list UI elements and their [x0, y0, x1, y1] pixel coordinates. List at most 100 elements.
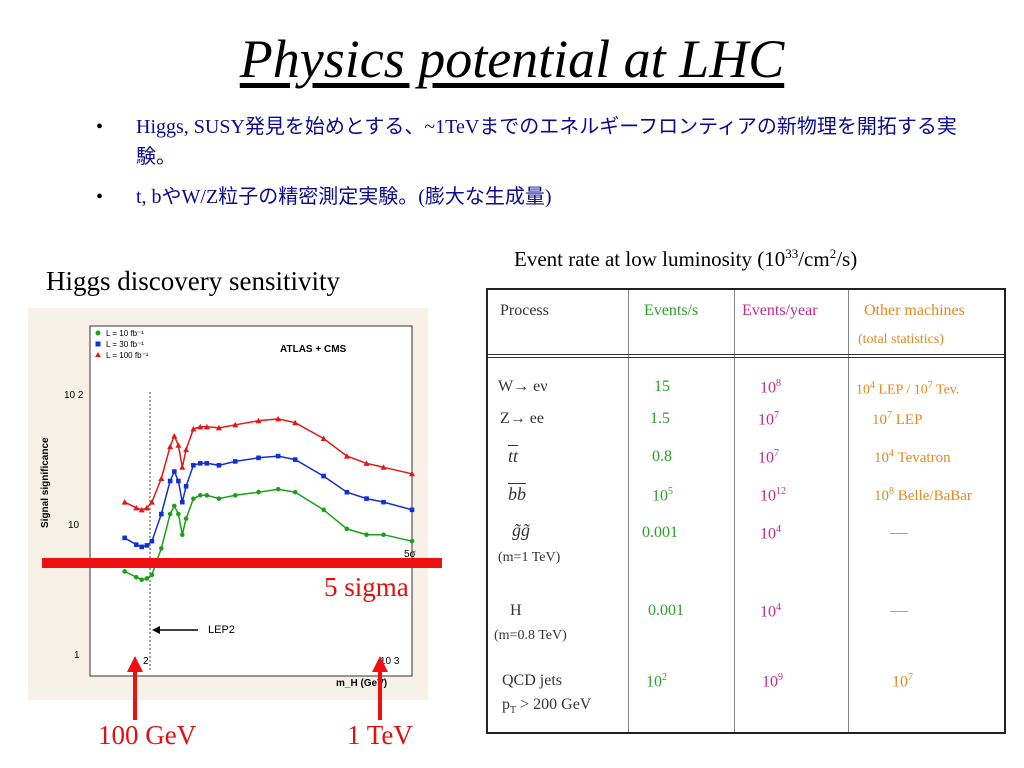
event-rate-text: Event rate at low luminosity (10 — [514, 247, 786, 271]
data-point — [292, 419, 299, 426]
data-point — [133, 542, 139, 547]
data-point — [203, 423, 210, 430]
data-point — [167, 511, 173, 517]
page-title: Physics potential at LHC — [239, 29, 785, 89]
row-process-qcd: QCD jets — [502, 672, 562, 689]
data-point — [176, 511, 181, 517]
data-point — [344, 526, 350, 532]
legend-marker-30fb — [95, 341, 101, 347]
row-process-z: Z→ ee — [500, 410, 544, 427]
row-process-tt: tt — [508, 446, 519, 466]
data-point — [232, 421, 239, 428]
series-layer — [121, 415, 415, 583]
row-events-y-h: 104 — [760, 602, 781, 621]
data-point — [139, 577, 144, 583]
row-events-s-z: 1.5 — [650, 410, 670, 427]
column-divider — [734, 290, 735, 732]
data-point — [138, 506, 145, 513]
row-events-y-qcd: 109 — [762, 672, 783, 691]
row-process-h: H — [510, 602, 522, 619]
five-sigma-small-label: 5σ — [404, 549, 417, 560]
higgs-significance-plot: Signal significance m_H (GeV) 10 2 10 1 … — [28, 308, 428, 700]
data-point — [133, 574, 139, 580]
data-point — [292, 457, 298, 462]
y-tick-label-100: 10 2 — [64, 390, 84, 401]
row-events-y-w: 108 — [760, 378, 781, 397]
data-point — [409, 507, 415, 513]
data-point — [167, 478, 173, 484]
data-point — [175, 442, 182, 448]
data-point — [122, 569, 127, 574]
data-point — [344, 489, 350, 495]
y-tick-label-1: 1 — [74, 650, 80, 661]
x-axis-label: m_H (GeV) — [336, 678, 387, 689]
header-events-per-year: Events/year — [742, 302, 818, 319]
data-point — [148, 499, 155, 505]
row-process-gluino-mass: (m=1 TeV) — [498, 550, 561, 565]
data-point — [143, 504, 150, 511]
column-divider — [628, 290, 629, 732]
row-other-gluino: — — [890, 522, 908, 542]
legend-marker-10fb — [95, 330, 101, 336]
data-point — [159, 546, 164, 551]
row-other-w: 104 LEP / 107 Tev. — [856, 380, 960, 398]
data-point — [179, 464, 186, 470]
data-point — [256, 489, 261, 495]
data-point — [255, 417, 262, 424]
bullet-item: • Higgs, SUSY発見を始めとする、~1TeVまでのエネルギーフロンティ… — [96, 112, 996, 172]
data-point — [197, 493, 203, 498]
event-rate-heading: Event rate at low luminosity (1033/cm2/s… — [514, 246, 857, 272]
data-point — [343, 453, 350, 459]
legend-marker-100fb — [95, 352, 101, 357]
data-point — [197, 461, 203, 466]
row-other-bb: 108 Belle/BaBar — [874, 486, 972, 504]
data-point — [216, 462, 222, 468]
x-tick-label-3: 10 3 — [380, 656, 400, 667]
plot-svg: Signal significance m_H (GeV) 10 2 10 1 … — [40, 325, 417, 689]
data-point — [159, 511, 164, 517]
event-rate-tail: /s) — [836, 247, 858, 271]
row-events-s-w: 15 — [654, 378, 670, 395]
data-point — [409, 538, 415, 544]
data-point — [320, 435, 327, 441]
header-process: Process — [500, 302, 549, 319]
legend-10fb: L = 10 fb⁻¹ — [106, 329, 144, 338]
row-process-h-mass: (m=0.8 TeV) — [494, 628, 567, 643]
y-tick-label-10: 10 — [68, 520, 80, 531]
data-point — [275, 486, 281, 492]
header-total-statistics: (total statistics) — [858, 332, 944, 347]
bullet-dot: • — [96, 116, 104, 138]
row-process-gluino: g̃g̃ — [512, 520, 530, 540]
data-point — [149, 538, 155, 544]
data-point — [171, 432, 178, 439]
data-point — [139, 544, 144, 550]
data-point — [409, 470, 415, 477]
event-rate-exp: 33 — [785, 246, 799, 261]
row-events-y-tt: 107 — [758, 448, 779, 467]
data-point — [133, 504, 140, 511]
data-point — [204, 461, 210, 466]
data-point — [363, 460, 370, 466]
row-events-y-z: 107 — [758, 410, 779, 429]
data-point — [216, 496, 222, 501]
lep2-label: LEP2 — [208, 624, 235, 636]
data-point — [179, 499, 185, 505]
bullet-item: • t, bやW/Z粒子の精密測定実験。(膨大な生成量) — [96, 182, 996, 212]
row-other-tt: 104 Tevatron — [874, 448, 951, 466]
data-point — [215, 424, 222, 431]
row-other-h: — — [890, 600, 908, 620]
bullet-dot: • — [96, 186, 104, 208]
data-point — [292, 489, 298, 495]
data-point — [183, 516, 189, 521]
data-point — [144, 576, 150, 581]
data-point — [176, 478, 181, 484]
bullet-list: • Higgs, SUSY発見を始めとする、~1TeVまでのエネルギーフロンティ… — [96, 112, 996, 212]
plot-frame — [89, 325, 413, 677]
data-point — [167, 443, 174, 450]
row-process-bb: bb — [508, 484, 526, 504]
data-point — [183, 446, 190, 453]
higgs-sensitivity-heading: Higgs discovery sensitivity — [46, 266, 340, 296]
legend-30fb: L = 30 fb⁻¹ — [106, 340, 144, 349]
data-point — [275, 453, 281, 459]
header-events-per-second: Events/s — [644, 302, 699, 319]
